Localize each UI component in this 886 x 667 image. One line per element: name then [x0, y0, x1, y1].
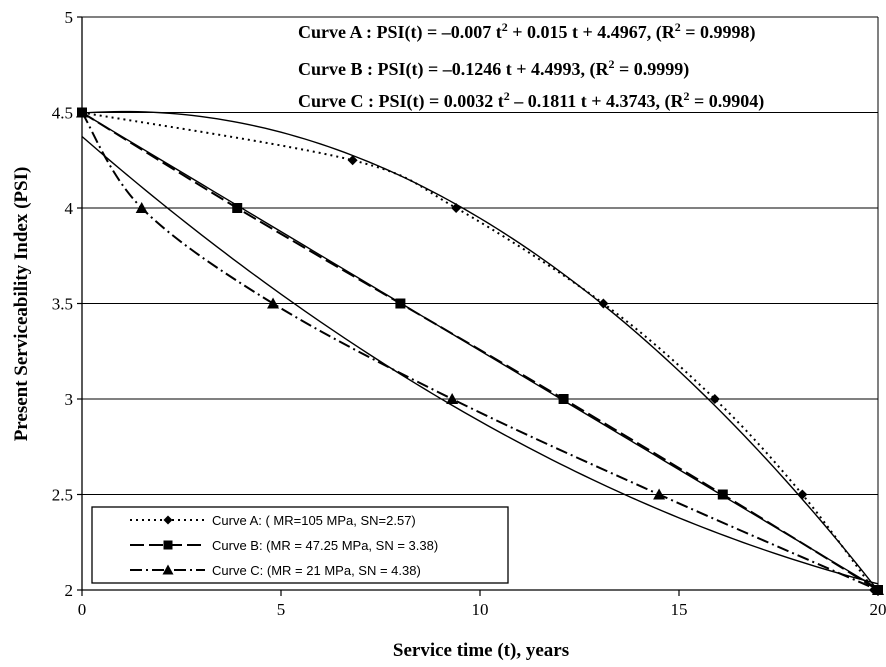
legend-item-a: Curve A: ( MR=105 MPa, SN=2.57) [130, 513, 416, 528]
marker-triangle [135, 202, 148, 213]
equation-c: Curve C : PSI(t) = 0.0032 t2 – 0.1811 t … [298, 89, 764, 112]
x-tick-label: 5 [277, 600, 286, 619]
y-axis-title: Present Serviceability Index (PSI) [11, 167, 32, 442]
legend-item-c: Curve C: (MR = 21 MPa, SN = 4.38) [130, 563, 421, 578]
marker-triangle [653, 488, 666, 500]
marker-diamond [709, 394, 720, 404]
legend-label: Curve A: ( MR=105 MPa, SN=2.57) [212, 513, 416, 528]
marker-diamond [797, 489, 808, 500]
fit-curve [81, 110, 879, 592]
x-tick-label: 15 [671, 600, 688, 619]
y-tick-label: 3.5 [52, 295, 73, 314]
series-line [81, 111, 879, 591]
y-tick-label: 2.5 [52, 486, 73, 505]
y-tick-label: 3 [65, 390, 74, 409]
marker-square [717, 489, 728, 500]
marker-diamond [163, 515, 173, 525]
equation-a: Curve A : PSI(t) = –0.007 t2 + 0.015 t +… [298, 20, 756, 43]
y-tick-label: 4.5 [52, 104, 73, 123]
marker-square [232, 203, 243, 213]
marker-triangle [162, 564, 174, 575]
axes [77, 16, 879, 596]
equations-block: Curve A : PSI(t) = –0.007 t2 + 0.015 t +… [298, 20, 764, 112]
equation-b: Curve B : PSI(t) = –0.1246 t + 4.4993, (… [298, 57, 689, 80]
tick-labels: 2 2.5 3 3.5 4 4.5 5 0 5 10 15 20 [52, 8, 886, 619]
marker-square [163, 540, 173, 550]
y-tick-label: 4 [65, 199, 74, 218]
fit-curve [81, 135, 879, 585]
y-tick-label: 2 [65, 581, 74, 600]
marker-triangle [446, 393, 459, 404]
series-line [81, 111, 875, 591]
legend-label: Curve C: (MR = 21 MPa, SN = 4.38) [212, 563, 421, 578]
x-tick-label: 20 [870, 600, 886, 619]
x-tick-label: 10 [472, 600, 489, 619]
marker-triangle [267, 297, 280, 309]
legend-label: Curve B: (MR = 47.25 MPa, SN = 3.38) [212, 538, 438, 553]
x-axis-title: Service time (t), years [393, 640, 569, 661]
legend: Curve A: ( MR=105 MPa, SN=2.57) Curve B: … [91, 506, 509, 584]
y-tick-label: 5 [65, 8, 74, 27]
marker-diamond [598, 298, 609, 309]
legend-item-b: Curve B: (MR = 47.25 MPa, SN = 3.38) [130, 538, 438, 553]
marker-square [395, 298, 406, 309]
x-tick-label: 0 [78, 600, 87, 619]
marker-square [558, 394, 569, 404]
marker-diamond [347, 155, 358, 166]
marker-diamond [451, 203, 462, 213]
